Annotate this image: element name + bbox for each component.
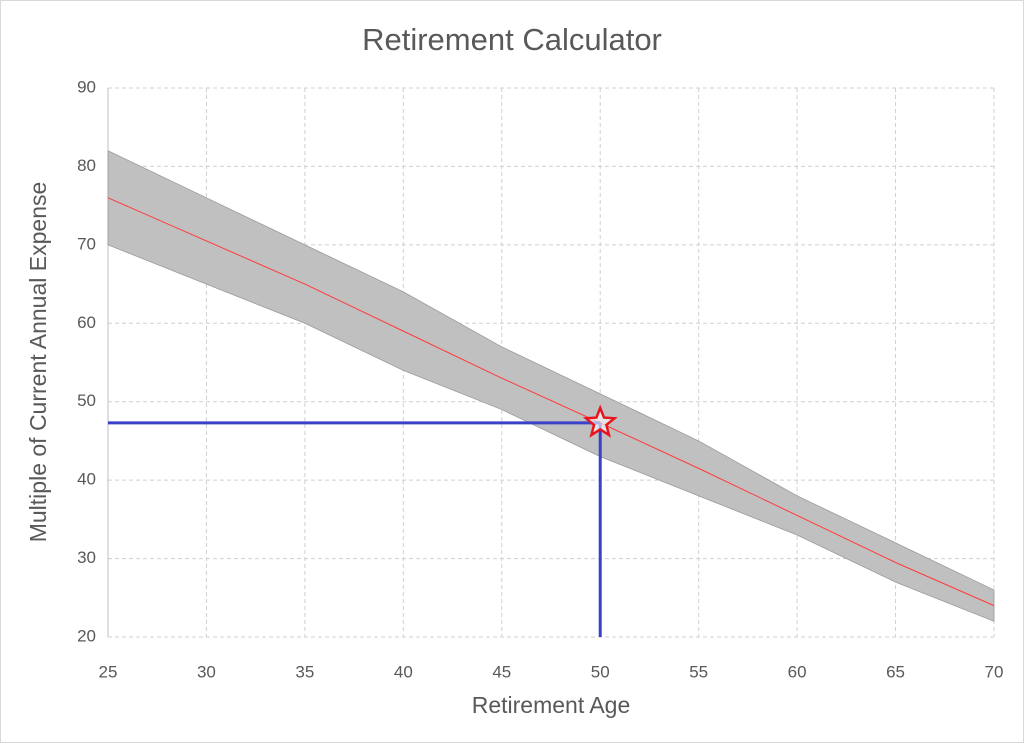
y-tick-label: 80 (77, 156, 96, 175)
chart-title: Retirement Calculator (362, 22, 662, 57)
x-axis-label: Retirement Age (472, 692, 631, 718)
y-tick-label: 70 (77, 234, 96, 253)
y-axis-label: Multiple of Current Annual Expense (25, 182, 51, 543)
x-tick-label: 30 (197, 662, 216, 681)
x-tick-label: 45 (492, 662, 511, 681)
x-tick-label: 35 (295, 662, 314, 681)
x-tick-label: 40 (394, 662, 413, 681)
y-tick-label: 60 (77, 313, 96, 332)
star-marker (582, 404, 618, 438)
x-tick-label: 50 (591, 662, 610, 681)
line (107, 197, 995, 607)
x-tick-label: 70 (985, 662, 1004, 681)
y-tick-label: 90 (77, 77, 96, 96)
x-tick-label: 60 (788, 662, 807, 681)
y-tick-label: 30 (77, 548, 96, 567)
y-tick-label: 50 (77, 391, 96, 410)
x-tick-label: 55 (689, 662, 708, 681)
x-tick-label: 25 (99, 662, 118, 681)
y-tick-label: 40 (77, 470, 96, 489)
y-tick-label: 20 (77, 626, 96, 645)
x-tick-label: 65 (886, 662, 905, 681)
